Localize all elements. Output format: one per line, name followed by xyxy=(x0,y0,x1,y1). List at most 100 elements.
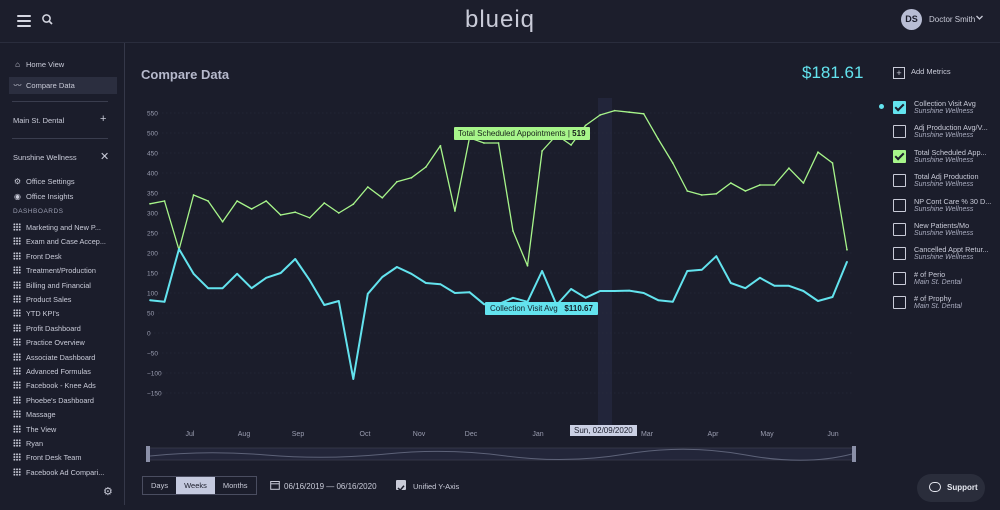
sidebar-item-dashboard[interactable]: YTD KPI's xyxy=(13,309,121,318)
data-point xyxy=(221,220,224,223)
sidebar-item-dashboard[interactable]: Front Desk xyxy=(13,251,121,261)
data-point xyxy=(802,290,805,292)
sidebar-item-compare-data[interactable]: 〰 Compare Data xyxy=(9,77,117,94)
data-point xyxy=(163,300,166,303)
office-sunshine-wellness[interactable]: Sunshine Wellness xyxy=(13,153,77,162)
data-point xyxy=(439,283,442,286)
date-range-slider[interactable] xyxy=(146,446,856,462)
data-point xyxy=(381,196,384,199)
sidebar-item-home[interactable]: ⌂ Home View xyxy=(13,60,64,69)
office-main-st[interactable]: Main St. Dental xyxy=(13,116,65,125)
user-name[interactable]: Doctor Smith xyxy=(929,15,976,24)
chevron-down-icon[interactable] xyxy=(975,13,984,22)
grid-icon xyxy=(13,367,21,375)
metric-checkbox[interactable] xyxy=(893,125,906,139)
data-point xyxy=(686,190,689,192)
data-point xyxy=(715,255,718,258)
metric-checkbox[interactable] xyxy=(893,223,906,236)
x-tick-label: Oct xyxy=(360,431,371,438)
search-icon[interactable] xyxy=(41,13,55,27)
grid-icon xyxy=(13,323,21,332)
metric-office: Sunshine Wellness xyxy=(914,108,974,115)
metric-name: Collection Visit Avg xyxy=(914,99,976,108)
granularity-option-days[interactable]: Days xyxy=(151,481,169,490)
granularity-option-weeks[interactable]: Weeks xyxy=(176,477,215,494)
active-metric-indicator xyxy=(879,104,884,109)
app-logo[interactable]: blueiq xyxy=(464,6,536,33)
data-point xyxy=(817,151,819,154)
metric-checkbox[interactable] xyxy=(893,198,906,212)
data-point xyxy=(599,114,602,116)
support-button[interactable]: Support xyxy=(917,474,985,502)
gear-icon[interactable]: ⚙ xyxy=(103,486,113,498)
data-point xyxy=(846,248,848,251)
metric-checkbox[interactable] xyxy=(893,247,906,261)
sidebar-item-dashboard[interactable]: The View xyxy=(13,424,121,434)
tooltip-label: Collection Visit Avg xyxy=(490,304,558,313)
data-point xyxy=(773,284,776,287)
sidebar-item-label: Office Insights xyxy=(26,192,74,201)
grid-icon xyxy=(13,410,21,419)
metric-checkbox[interactable] xyxy=(893,174,906,188)
data-point xyxy=(802,182,805,184)
y-tick-label: −100 xyxy=(147,371,162,378)
data-point xyxy=(483,303,485,306)
data-point xyxy=(512,296,514,299)
data-point xyxy=(628,289,631,292)
data-point xyxy=(744,287,747,290)
data-point xyxy=(149,299,151,302)
sidebar-item-dashboard[interactable]: Phoebe's Dashboard xyxy=(13,395,121,405)
sidebar-item-dashboard[interactable]: Practice Overview xyxy=(13,338,121,347)
sidebar-item-label: Marketing and New P... xyxy=(26,223,101,232)
metric-checkbox[interactable] xyxy=(893,101,906,114)
grid-icon xyxy=(13,467,21,476)
sidebar-item-dashboard[interactable]: Facebook - Knee Ads xyxy=(13,381,121,390)
sidebar-item-dashboard[interactable]: Facebook Ad Compari... xyxy=(13,467,121,477)
data-point xyxy=(308,279,311,282)
sidebar-item-office-settings[interactable]: ⚙ Office Settings xyxy=(13,177,75,186)
sidebar-item-dashboard[interactable]: Treatment/Production xyxy=(13,266,121,275)
sidebar-item-dashboard[interactable]: Advanced Formulas xyxy=(13,367,121,376)
unified-y-axis-checkbox[interactable] xyxy=(396,480,406,492)
date-range-text[interactable]: 06/16/2019 — 06/16/2020 xyxy=(284,482,377,491)
sidebar-item-label: Facebook - Knee Ads xyxy=(26,381,96,391)
add-office-icon[interactable]: + xyxy=(100,113,107,125)
data-point xyxy=(628,111,631,114)
granularity-option-months[interactable]: Months xyxy=(222,481,248,490)
sidebar-item-dashboard[interactable]: Exam and Case Accep... xyxy=(13,237,121,246)
hamburger-menu-icon[interactable] xyxy=(17,15,31,27)
x-tick-label: May xyxy=(760,431,774,438)
data-point xyxy=(192,194,195,196)
sidebar-item-dashboard[interactable]: Product Sales xyxy=(13,295,121,304)
metric-checkbox[interactable] xyxy=(893,149,906,163)
range-handle-left[interactable] xyxy=(146,446,150,462)
data-point xyxy=(424,282,427,284)
x-tick-label: Jul xyxy=(186,431,195,438)
sidebar-item-dashboard[interactable]: Ryan xyxy=(13,439,121,448)
support-label: Support xyxy=(947,483,978,492)
add-metrics-button[interactable]: + Add Metrics xyxy=(893,67,951,79)
sidebar-item-dashboard[interactable]: Billing and Financial xyxy=(13,280,121,290)
data-point xyxy=(250,208,253,210)
sidebar-item-label: Front Desk xyxy=(26,251,62,261)
hover-date-label: Sun, 02/09/2020 xyxy=(570,425,637,436)
sidebar-item-dashboard[interactable]: Marketing and New P... xyxy=(13,223,121,232)
avatar[interactable]: DS xyxy=(901,9,922,30)
calendar-icon[interactable] xyxy=(270,480,280,490)
sidebar-item-dashboard[interactable]: Associate Dashboard xyxy=(13,352,121,362)
range-handle-right[interactable] xyxy=(852,446,856,462)
sidebar-item-office-insights[interactable]: ◉ Office Insights xyxy=(13,192,73,201)
sidebar-item-dashboard[interactable]: Front Desk Team xyxy=(13,453,121,462)
metric-checkbox[interactable] xyxy=(893,271,906,285)
chat-bubble-icon xyxy=(929,482,941,492)
data-point xyxy=(831,296,834,298)
sidebar-item-label: Treatment/Production xyxy=(26,266,96,276)
y-tick-label: −150 xyxy=(147,391,162,398)
sidebar-item-dashboard[interactable]: Massage xyxy=(13,410,121,419)
close-icon[interactable]: ✕ xyxy=(100,151,110,163)
metric-checkbox[interactable] xyxy=(893,296,906,310)
data-point xyxy=(541,270,543,272)
sidebar-item-dashboard[interactable]: Profit Dashboard xyxy=(13,323,121,333)
tooltip-scheduled-appointments: Total Scheduled Appointments | 519 xyxy=(454,127,590,140)
